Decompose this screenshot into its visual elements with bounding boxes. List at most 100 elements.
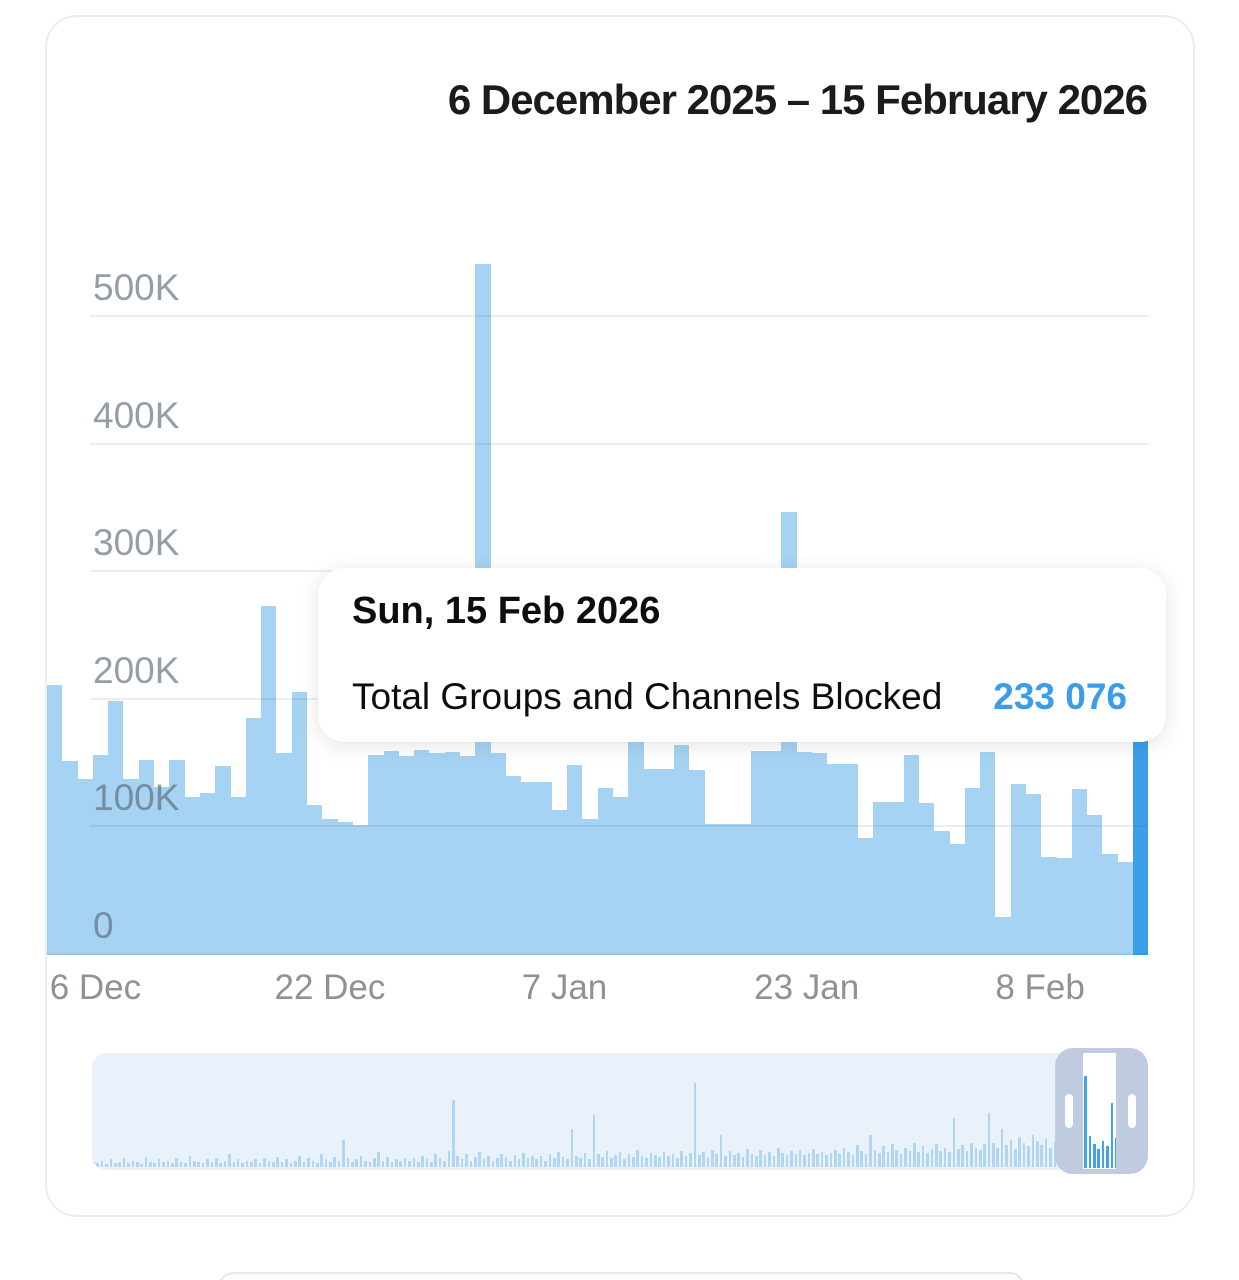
chart-bar[interactable] (827, 763, 843, 955)
chart-bar[interactable] (108, 701, 124, 955)
minimap-bar (495, 1158, 499, 1167)
minimap-bar (109, 1159, 113, 1167)
chart-bar[interactable] (337, 822, 353, 955)
chart-bar[interactable] (490, 753, 506, 955)
minimap-scrubber[interactable] (92, 1053, 1148, 1170)
range-selector-bottom-edge (1083, 1169, 1116, 1174)
chart-bar[interactable] (903, 754, 919, 955)
chart-bar[interactable] (735, 823, 751, 955)
chart-bar[interactable] (704, 823, 721, 955)
minimap-bar (838, 1154, 841, 1167)
chart-bar[interactable] (796, 752, 812, 955)
chart-bar[interactable] (291, 692, 308, 955)
chart-bar[interactable] (1010, 784, 1026, 955)
chart-bar[interactable] (597, 787, 613, 955)
minimap-bar (662, 1151, 666, 1167)
chart-bar[interactable] (215, 766, 231, 955)
range-selector-right-handle[interactable] (1116, 1048, 1148, 1174)
chart-bar[interactable] (857, 837, 874, 955)
chart-bar[interactable] (521, 781, 537, 955)
chart-bar[interactable] (444, 752, 461, 955)
chart-bar[interactable] (261, 605, 277, 955)
chart-bar[interactable] (888, 801, 904, 955)
chart-bar[interactable] (307, 804, 323, 955)
chart-bar[interactable] (169, 759, 185, 955)
chart-bar[interactable] (1102, 854, 1118, 955)
minimap-bar (978, 1149, 982, 1167)
chart-bar[interactable] (934, 831, 950, 955)
chart-bar[interactable] (505, 776, 522, 955)
minimap-bar (1031, 1134, 1035, 1167)
minimap-bar (956, 1148, 960, 1167)
chart-bar[interactable] (322, 818, 338, 955)
chart-bar[interactable] (643, 768, 659, 955)
chart-bar[interactable] (123, 778, 139, 955)
minimap-bar (671, 1154, 675, 1167)
minimap-bar (645, 1158, 648, 1167)
chart-bar[interactable] (674, 744, 690, 955)
chart-bar[interactable] (230, 796, 246, 955)
chart-bar[interactable] (92, 754, 109, 955)
chart-bar[interactable] (873, 801, 889, 955)
chart-bar[interactable] (1041, 856, 1057, 955)
chart-bar[interactable] (765, 750, 782, 955)
chart-bar[interactable] (612, 796, 629, 955)
chart-bar[interactable] (628, 738, 644, 955)
chart-bar[interactable] (1026, 794, 1042, 955)
chart-bar[interactable] (1117, 861, 1134, 955)
minimap-bar (144, 1157, 148, 1167)
chart-bar[interactable] (460, 756, 476, 955)
chart-bar[interactable] (398, 756, 415, 955)
range-selector-left-handle[interactable] (1055, 1048, 1083, 1174)
chart-bar[interactable] (184, 796, 200, 955)
chart-bar[interactable] (1071, 789, 1088, 955)
chart-bar[interactable] (368, 754, 384, 955)
chart-bar[interactable] (750, 750, 766, 955)
chart-bar[interactable] (980, 752, 996, 955)
chart-bar[interactable] (199, 793, 216, 955)
chart-bar[interactable] (964, 787, 981, 955)
minimap-bar (588, 1159, 591, 1167)
chart-bar[interactable] (62, 761, 78, 955)
chart-bar[interactable] (842, 763, 858, 955)
chart-bar[interactable] (383, 750, 399, 955)
chart-bar[interactable] (1087, 814, 1103, 955)
chart-bar[interactable] (995, 916, 1011, 955)
minimap-bar (245, 1160, 249, 1167)
chart-bar[interactable] (352, 824, 369, 955)
minimap-bar (1018, 1136, 1022, 1167)
minimap-bar (864, 1154, 868, 1167)
chart-bar[interactable] (918, 803, 935, 955)
chart-bar[interactable] (138, 759, 155, 955)
minimap-bar (886, 1151, 890, 1167)
minimap-bar (1014, 1148, 1017, 1167)
minimap-bar (895, 1149, 899, 1167)
minimap-bar (930, 1148, 934, 1167)
minimap-bar (803, 1155, 806, 1167)
minimap-bar (452, 1100, 455, 1167)
chart-bar[interactable] (536, 781, 552, 955)
minimap-bar (377, 1151, 380, 1167)
chart-bar[interactable] (154, 786, 170, 955)
minimap-bar (851, 1155, 855, 1167)
chart-bar[interactable] (77, 778, 93, 955)
minimap-bar (654, 1155, 657, 1167)
chart-bar[interactable] (689, 770, 705, 955)
chart-bar[interactable] (551, 809, 568, 955)
chart-bar[interactable] (582, 818, 598, 955)
chart-bar[interactable] (245, 717, 262, 955)
chart-bar[interactable] (811, 753, 828, 955)
chart-bar[interactable] (1056, 858, 1072, 955)
chart-bar[interactable] (414, 749, 430, 955)
chart-bar[interactable] (658, 768, 675, 955)
chart-bar[interactable] (276, 753, 292, 955)
chart-bar[interactable] (47, 684, 63, 955)
x-axis-labels: 6 Dec 22 Dec 7 Jan 23 Jan 8 Feb (47, 968, 1148, 1012)
chart-bar[interactable] (720, 823, 736, 955)
chart-bar[interactable] (949, 844, 965, 955)
range-selector[interactable] (1055, 1048, 1148, 1174)
chart-bar[interactable] (567, 764, 583, 955)
chart-bar[interactable] (429, 753, 445, 955)
range-selector-window[interactable] (1083, 1048, 1116, 1174)
